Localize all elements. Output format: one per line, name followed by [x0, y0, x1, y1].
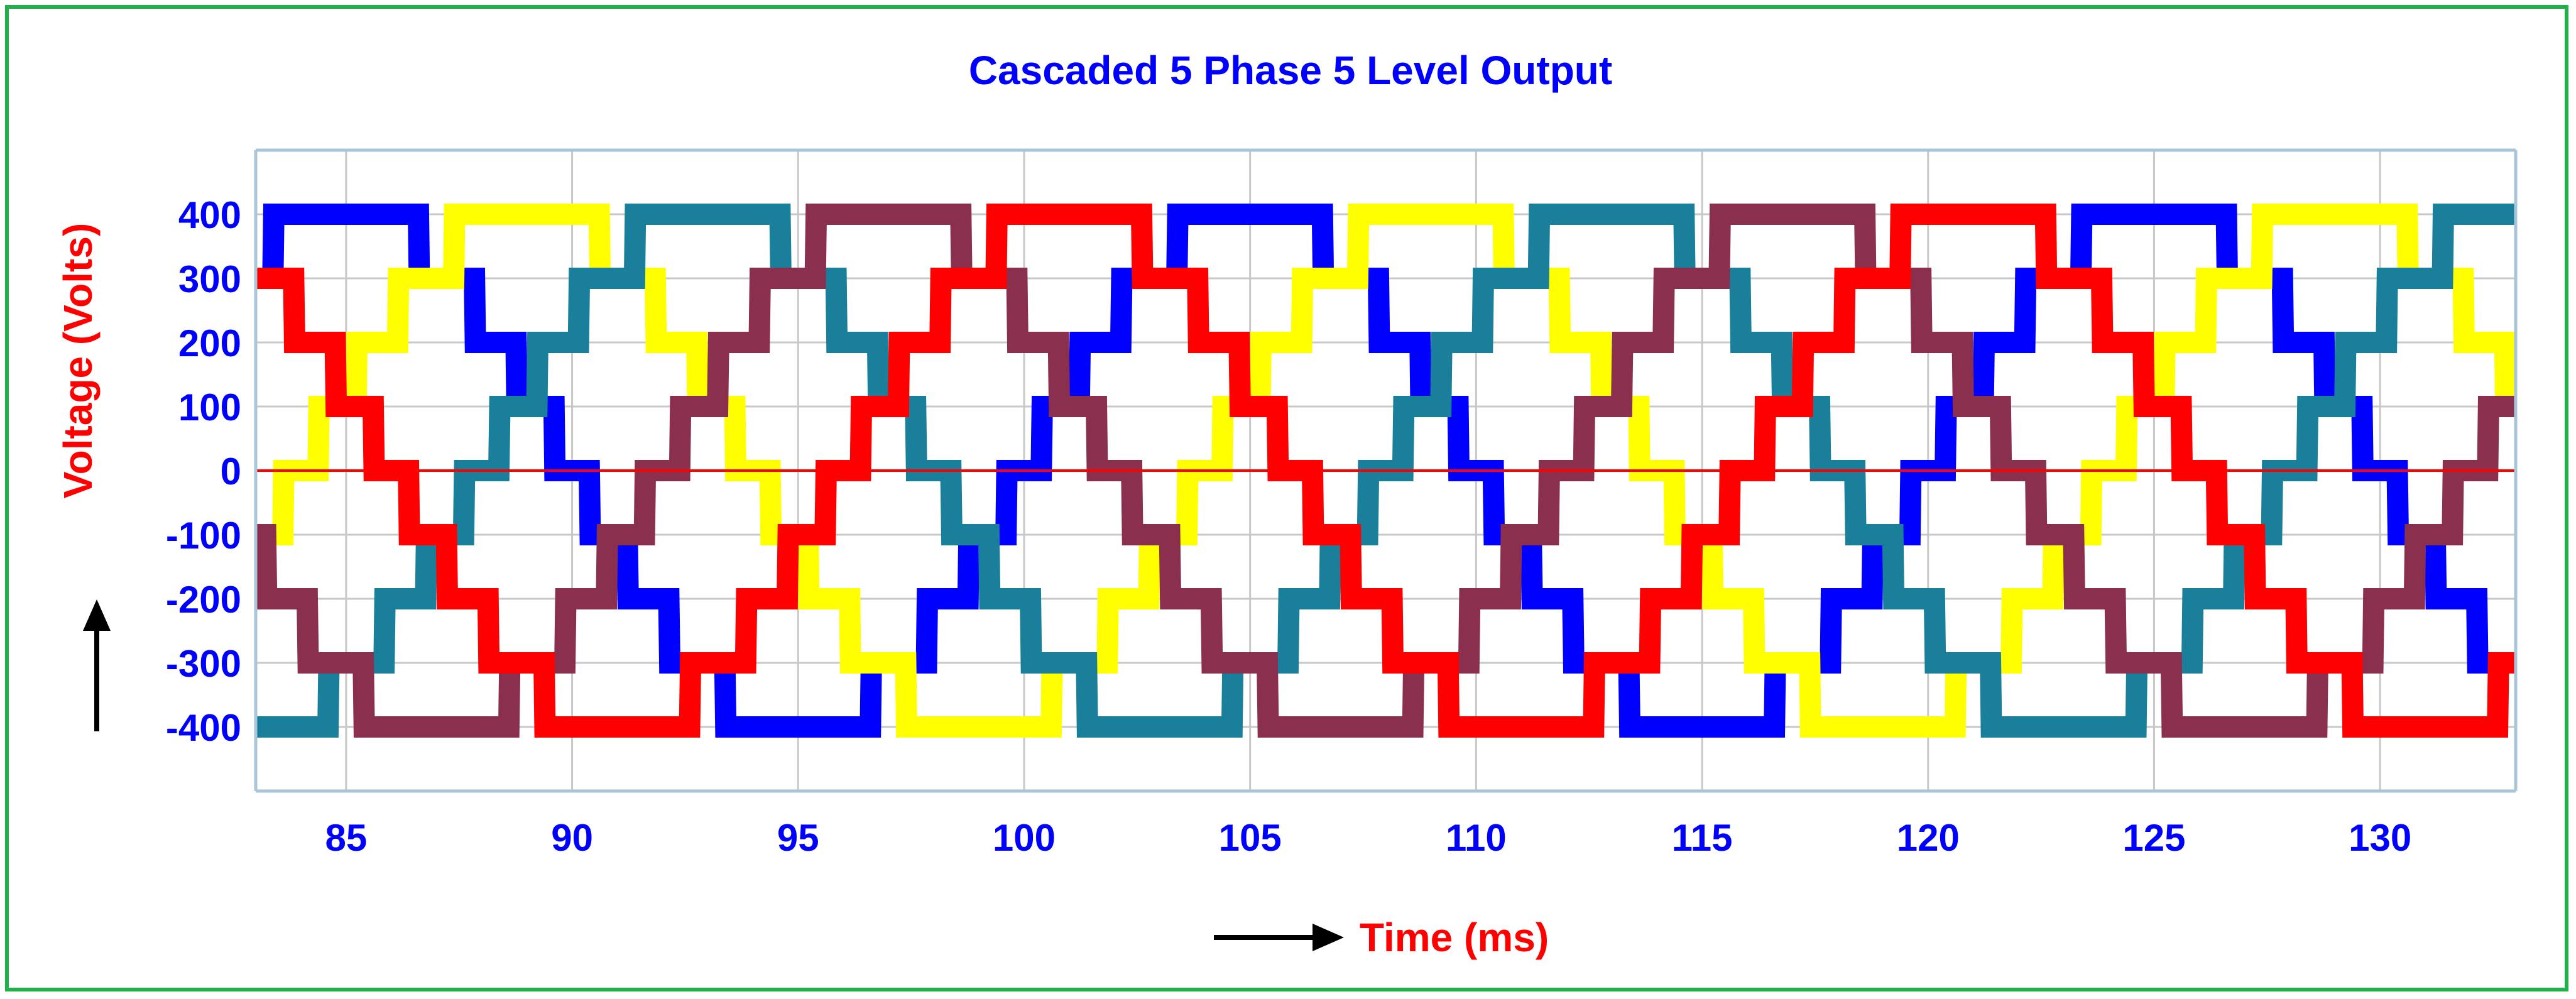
y-tick-label: 300 [178, 258, 241, 300]
x-tick-label: 125 [2122, 817, 2185, 859]
y-tick-label: -100 [166, 515, 241, 557]
figure-frame: Cascaded 5 Phase 5 Level Output 400 300 20… [5, 5, 2568, 991]
y-tick-labels: 400 300 200 100 0 -100 -200 -300 -400 [166, 194, 241, 749]
y-axis-label: Voltage (Volts) [55, 223, 101, 499]
x-axis-arrow [1214, 924, 1344, 951]
x-tick-labels: 85 90 95 100 105 110 115 120 125 130 [325, 817, 2412, 859]
x-tick-label: 85 [325, 817, 368, 859]
x-tick-label: 95 [777, 817, 819, 859]
series-line-1 [256, 204, 2516, 738]
y-tick-label: 200 [178, 322, 241, 364]
x-tick-label: 110 [1446, 817, 1507, 859]
y-tick-label: -300 [166, 643, 241, 685]
y-tick-label: -200 [166, 579, 241, 621]
x-tick-label: 115 [1672, 817, 1733, 859]
x-tick-label: 90 [551, 817, 593, 859]
series-line-5 [256, 204, 2516, 738]
y-tick-label: -400 [166, 707, 241, 749]
y-tick-label: 0 [221, 450, 241, 493]
x-tick-label: 105 [1219, 817, 1282, 859]
y-axis-arrow [83, 599, 111, 731]
axes [254, 148, 2518, 793]
y-tick-label: 400 [178, 194, 241, 236]
chart: Cascaded 5 Phase 5 Level Output 400 300 20… [55, 48, 2518, 960]
chart-title: Cascaded 5 Phase 5 Level Output [969, 48, 1612, 93]
x-tick-label: 130 [2349, 817, 2411, 859]
y-tick-label: 100 [178, 386, 241, 429]
series-layer [254, 204, 2517, 738]
x-tick-label: 120 [1897, 817, 1960, 859]
x-tick-label: 100 [993, 817, 1056, 859]
series-line-4 [254, 204, 2516, 738]
x-axis-label: Time (ms) [1360, 915, 1549, 960]
